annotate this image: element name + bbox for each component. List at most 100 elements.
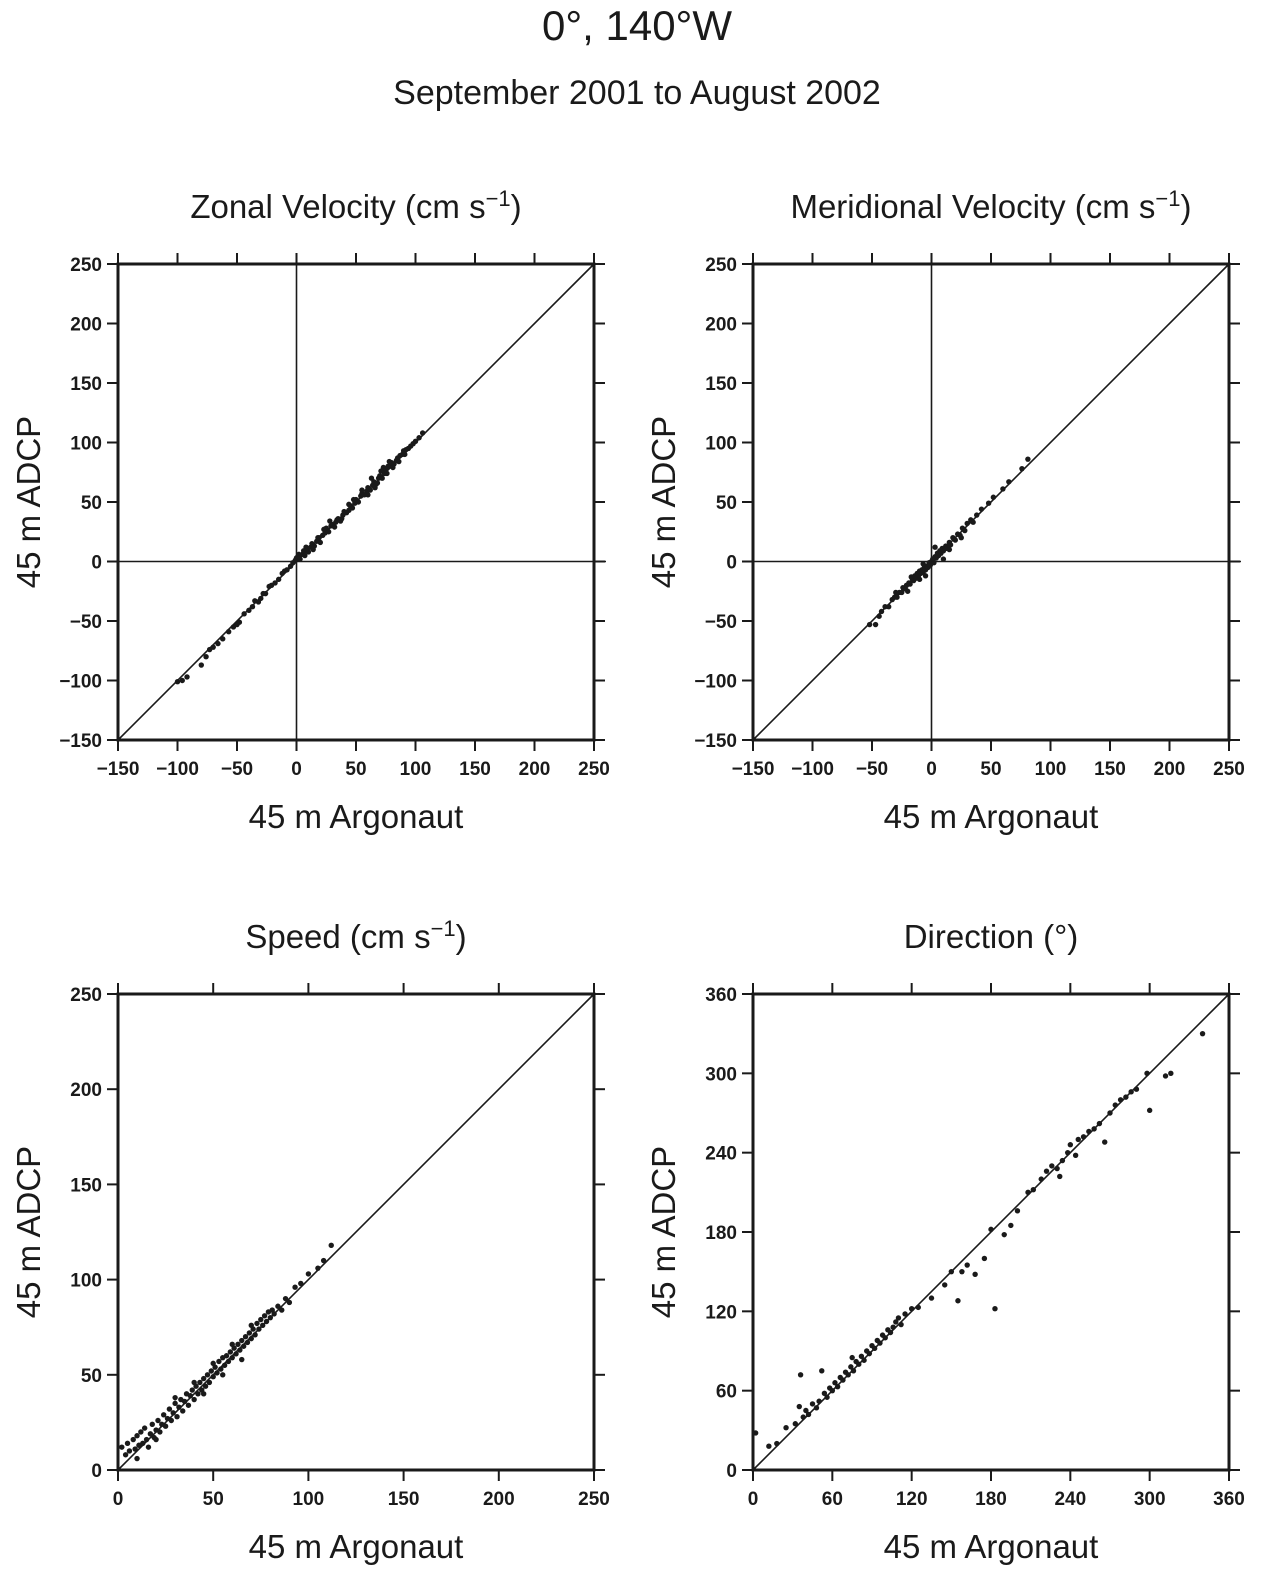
- data-point: [893, 1319, 899, 1325]
- data-points: [119, 1242, 334, 1462]
- data-point: [350, 496, 357, 503]
- data-point: [258, 595, 264, 602]
- data-point: [292, 1284, 298, 1290]
- data-point: [365, 492, 371, 498]
- data-point: [297, 556, 303, 562]
- data-point: [271, 1311, 277, 1317]
- data-point: [861, 1357, 867, 1363]
- data-point: [168, 1417, 175, 1424]
- data-point: [848, 1364, 854, 1370]
- x-tick-label: 200: [519, 759, 551, 780]
- data-point: [1025, 1189, 1031, 1196]
- data-point: [1054, 1165, 1060, 1172]
- data-point: [920, 561, 926, 567]
- data-point: [1080, 1134, 1087, 1140]
- data-point: [328, 1242, 334, 1249]
- x-axis-label: 45 m Argonaut: [249, 1528, 464, 1565]
- figure-title: 0°, 140°W: [541, 2, 732, 49]
- data-point: [180, 1408, 186, 1414]
- data-point: [890, 1324, 896, 1330]
- data-point: [215, 640, 221, 647]
- data-point: [816, 1398, 822, 1404]
- data-point: [261, 1313, 268, 1319]
- data-point: [928, 1295, 935, 1301]
- data-point: [235, 1341, 241, 1348]
- data-point: [263, 1318, 270, 1325]
- one-to-one-line: [117, 993, 595, 1471]
- data-point: [402, 451, 408, 458]
- data-point: [200, 1375, 207, 1382]
- x-tick-label: 0: [926, 759, 937, 780]
- data-point: [223, 1353, 230, 1359]
- panel-title-text: Meridional Velocity (cm s: [790, 188, 1155, 225]
- data-point: [882, 1335, 888, 1341]
- data-point: [241, 611, 247, 617]
- data-point: [390, 464, 396, 471]
- y-tick-label: 150: [705, 374, 737, 395]
- x-tick-label: 0: [291, 759, 302, 780]
- data-point: [262, 590, 269, 597]
- data-point: [126, 1448, 133, 1454]
- data-point: [331, 524, 338, 530]
- data-point: [1049, 1163, 1055, 1169]
- data-point: [1059, 1157, 1066, 1164]
- data-point: [119, 1444, 125, 1450]
- x-tick-label: −50: [221, 759, 253, 780]
- x-tick-label: 50: [980, 759, 1001, 780]
- data-point: [140, 1440, 146, 1447]
- data-point: [143, 1436, 150, 1443]
- data-point: [157, 1429, 163, 1435]
- data-point: [821, 1390, 828, 1397]
- data-point: [893, 589, 899, 596]
- data-point: [792, 1421, 799, 1427]
- data-point: [210, 1374, 216, 1380]
- data-point: [907, 581, 913, 587]
- x-axis-label: 45 m Argonaut: [884, 1528, 1099, 1565]
- x-tick-label: 100: [1035, 759, 1067, 780]
- data-point: [239, 1337, 245, 1344]
- data-point: [885, 604, 892, 610]
- data-point: [1008, 1222, 1014, 1229]
- data-point: [1091, 1126, 1097, 1132]
- data-point: [153, 1436, 159, 1443]
- data-point: [275, 576, 282, 583]
- data-point: [908, 574, 914, 580]
- x-axis-label: 45 m Argonaut: [249, 798, 464, 835]
- data-point: [992, 1305, 998, 1312]
- x-tick-label: −100: [156, 759, 199, 780]
- data-point: [940, 556, 947, 562]
- data-point: [959, 1268, 965, 1275]
- data-point: [803, 1407, 809, 1414]
- y-tick-label: 100: [70, 1271, 102, 1292]
- x-tick-label: 150: [459, 759, 491, 780]
- data-point: [172, 1400, 178, 1407]
- data-point: [284, 567, 290, 573]
- data-point: [244, 1339, 251, 1346]
- y-tick-label: 100: [70, 434, 102, 455]
- x-tick-label: 0: [113, 1489, 124, 1510]
- data-point: [210, 1360, 216, 1367]
- data-point: [800, 1414, 806, 1420]
- x-tick-label: 50: [345, 759, 366, 780]
- data-point: [1057, 1173, 1063, 1180]
- data-point: [840, 1377, 846, 1383]
- data-point: [942, 1282, 948, 1288]
- data-point: [181, 1398, 188, 1405]
- data-point: [204, 1372, 211, 1378]
- data-point: [305, 549, 312, 555]
- data-point: [384, 470, 390, 477]
- data-point: [206, 1379, 213, 1386]
- data-point: [122, 1452, 129, 1458]
- data-point: [138, 1429, 144, 1435]
- data-point: [1146, 1107, 1153, 1114]
- panel-title: Speed (cm s−1): [245, 916, 466, 955]
- data-point: [850, 1368, 857, 1374]
- data-point: [877, 1340, 883, 1346]
- data-point: [419, 430, 426, 436]
- data-point: [248, 1322, 254, 1328]
- x-tick-label: 250: [578, 759, 610, 780]
- data-point: [1014, 1208, 1021, 1214]
- y-tick-label: 0: [91, 553, 102, 574]
- data-point: [302, 552, 308, 559]
- panel-title-close: ): [511, 188, 522, 225]
